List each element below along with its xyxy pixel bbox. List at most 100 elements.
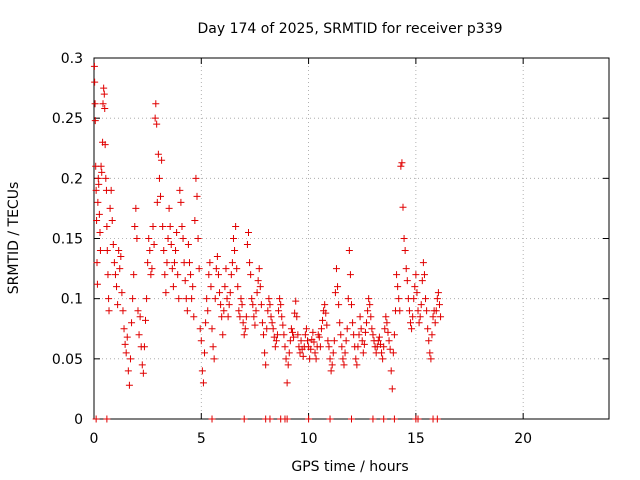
data-point <box>319 316 327 324</box>
data-point <box>103 415 111 423</box>
data-point <box>321 301 329 309</box>
data-point <box>387 367 395 375</box>
data-point <box>154 150 162 158</box>
data-point <box>218 313 226 321</box>
data-point <box>121 340 129 348</box>
data-point <box>198 367 206 375</box>
data-point <box>386 345 394 353</box>
data-point <box>166 222 174 230</box>
data-point <box>357 325 365 333</box>
data-point <box>348 301 355 309</box>
data-point <box>139 369 147 377</box>
chart-title: Day 174 of 2025, SRMTID for receiver p33… <box>197 21 502 37</box>
data-point <box>247 271 255 279</box>
data-point <box>229 235 237 242</box>
data-point <box>193 192 201 200</box>
data-point <box>411 283 419 291</box>
data-point <box>265 295 273 303</box>
data-point <box>256 283 264 291</box>
data-point <box>359 349 367 357</box>
data-point <box>360 340 368 348</box>
data-point <box>369 415 377 423</box>
data-point <box>222 265 230 273</box>
data-point <box>164 235 172 242</box>
data-point <box>254 277 262 285</box>
data-point <box>433 295 441 303</box>
data-point <box>245 228 252 236</box>
data-point <box>208 415 216 423</box>
data-point <box>348 415 355 423</box>
data-point <box>242 313 250 321</box>
data-point <box>278 313 286 321</box>
data-point <box>91 117 99 125</box>
data-point <box>309 328 317 336</box>
data-point <box>153 120 161 128</box>
y-tick-label: 0.15 <box>52 232 83 248</box>
data-point <box>255 265 263 273</box>
data-point <box>188 295 196 303</box>
data-point <box>125 381 133 389</box>
data-point <box>179 235 187 242</box>
data-point <box>101 105 109 113</box>
data-point <box>397 162 405 170</box>
data-point <box>202 319 210 327</box>
data-point <box>417 301 425 309</box>
data-point <box>252 307 260 315</box>
data-point <box>99 100 107 108</box>
data-point <box>310 338 318 346</box>
data-point <box>326 355 334 363</box>
data-point <box>214 271 222 279</box>
data-point <box>133 235 141 242</box>
data-point <box>366 301 374 309</box>
data-point <box>168 265 176 273</box>
data-point <box>271 343 279 351</box>
data-point <box>93 216 101 224</box>
data-point <box>267 313 275 321</box>
data-point <box>285 349 293 357</box>
data-point <box>100 84 108 92</box>
data-point <box>382 313 390 321</box>
data-point <box>151 114 159 122</box>
y-axis-label: SRMTID / TECUs <box>6 182 22 295</box>
data-point <box>290 333 298 341</box>
data-point <box>365 295 373 303</box>
data-point <box>120 325 128 333</box>
data-point <box>275 307 283 315</box>
data-point <box>129 295 137 303</box>
data-point <box>393 271 401 279</box>
data-point <box>394 283 402 291</box>
data-point <box>148 265 156 273</box>
data-point <box>167 241 175 249</box>
data-point <box>233 265 241 273</box>
data-point <box>204 307 212 315</box>
x-tick-label: 20 <box>514 431 532 447</box>
data-point <box>101 141 109 149</box>
data-point <box>126 355 134 363</box>
data-point <box>342 337 350 345</box>
data-point <box>358 337 366 345</box>
data-point <box>240 331 248 339</box>
data-point <box>339 355 347 363</box>
data-point <box>395 295 403 303</box>
data-point <box>238 301 246 309</box>
data-point <box>128 319 136 327</box>
data-point <box>385 337 393 345</box>
data-point <box>235 307 243 315</box>
data-point <box>345 247 353 255</box>
data-point <box>185 259 193 267</box>
data-point <box>216 289 224 297</box>
data-point <box>272 337 280 345</box>
data-point <box>98 168 106 176</box>
data-point <box>384 328 392 336</box>
data-point <box>434 289 442 297</box>
data-point <box>100 90 108 98</box>
data-point <box>431 319 439 327</box>
data-point <box>331 289 339 297</box>
data-point <box>173 228 181 236</box>
data-point <box>95 180 103 188</box>
y-tick-label: 0.05 <box>52 352 83 368</box>
data-point <box>246 259 254 267</box>
x-tick-label: 10 <box>300 431 318 447</box>
data-point <box>343 325 351 333</box>
data-point <box>212 265 220 273</box>
